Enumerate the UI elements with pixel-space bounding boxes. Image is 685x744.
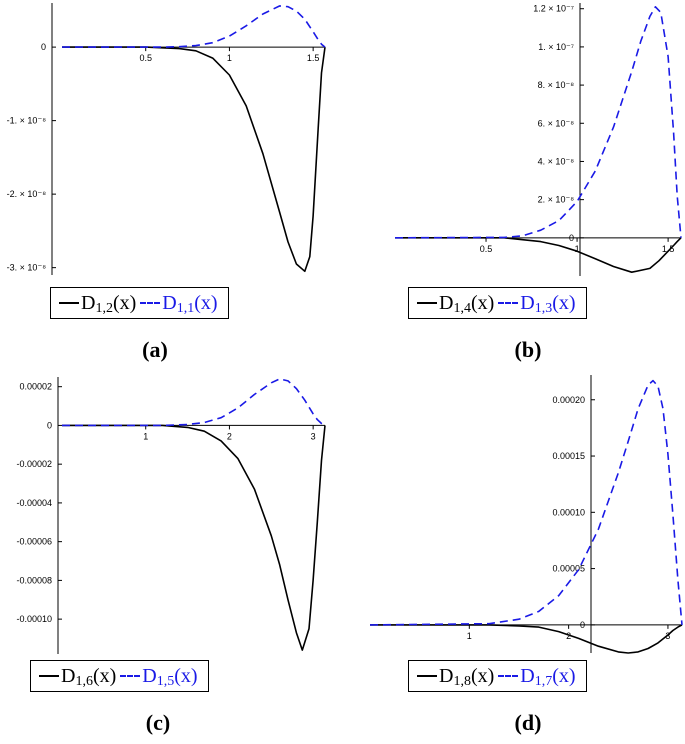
x-tick-label: 2 [227, 431, 232, 441]
series-line-1-4 [395, 237, 682, 274]
y-tick-label: 0.00020 [552, 395, 585, 405]
y-tick-label: 0.00015 [552, 451, 585, 461]
x-tick-label: 1 [227, 53, 232, 63]
series-line-1-5 [62, 378, 326, 427]
y-tick-label: 0.00010 [552, 507, 585, 517]
series-line-1-2 [62, 46, 326, 273]
legend-dashed-swatch [498, 675, 519, 677]
chart-panel-c: 1 2 3 0.00002 0 -0.00002 -0.00004 -0.00006 -0.00… [0, 372, 340, 744]
x-tick-label: 3 [311, 431, 316, 441]
series-line-1-7 [369, 379, 683, 626]
legend-b-label-0-base: D [439, 291, 454, 314]
legend-d-label-1-base: D [520, 664, 535, 687]
x-tick-label: 1.5 [307, 53, 320, 63]
y-tick-label: -0.00010 [16, 614, 52, 624]
legend-c-label-0-base: D [61, 664, 76, 687]
x-tick-label: 1.5 [662, 244, 675, 254]
y-tick-label: 0 [569, 233, 574, 243]
caption-c: (c) [145, 710, 171, 735]
legend-b: D 1,4 (x) D 1,3 (x) [408, 287, 587, 319]
legend-a-label-0-sub: 1,2 [95, 301, 113, 316]
legend-b-item-1: D 1,3 (x) [498, 291, 576, 316]
chart-panel-a: 0.5 1 1.5 0 -1. × 10⁻⁸ -2. × 10⁻⁸ -3. × 10⁻⁸ D… [0, 0, 340, 372]
x-tick-label: 1 [143, 431, 148, 441]
y-tick-label: -0.00006 [16, 537, 52, 547]
series-line-1-6 [62, 424, 326, 651]
legend-dashed-swatch [498, 302, 519, 304]
legend-d-label-1-arg: (x) [552, 664, 576, 687]
legend-c: D 1,6 (x) D 1,5 (x) [30, 660, 209, 692]
legend-solid-swatch [417, 302, 437, 304]
legend-b-label-1-sub: 1,3 [534, 301, 553, 316]
legend-c-label-1-sub: 1,5 [156, 674, 175, 689]
legend-b-label-1-arg: (x) [552, 291, 576, 314]
y-tick-label: 4. × 10⁻⁸ [538, 156, 575, 166]
chart-a-svg: 0.5 1 1.5 0 -1. × 10⁻⁸ -2. × 10⁻⁸ -3. × 10⁻⁸ [7, 3, 326, 275]
legend-a-item-0: D 1,2 (x) [59, 291, 137, 316]
x-tick-label: 1 [575, 244, 580, 254]
legend-d-item-1: D 1,7 (x) [498, 664, 576, 689]
y-tick-label: 0.00005 [552, 564, 585, 574]
legend-a-label-0-arg: (x) [112, 291, 137, 314]
legend-a-item-1: D 1,1 (x) [140, 291, 218, 316]
y-tick-label: 0 [47, 420, 52, 430]
legend-b-label-0-arg: (x) [470, 291, 495, 314]
series-line-1-8 [370, 624, 683, 654]
legend-d-label-0-base: D [439, 664, 454, 687]
x-tick-label: 0.5 [139, 53, 152, 63]
legend-dashed-swatch [120, 675, 141, 677]
legend-c-item-1: D 1,5 (x) [120, 664, 198, 689]
legend-c-label-0-arg: (x) [92, 664, 117, 687]
legend-a-label-1-arg: (x) [194, 291, 218, 314]
legend-b-label-1-base: D [520, 291, 535, 314]
chart-b-svg: 0.5 1 1.5 0 2. × 10⁻⁸ 4. × 10⁻⁸ 6. × 10⁻⁸ 8. × … [394, 3, 682, 276]
y-tick-label: 1.2 × 10⁻⁷ [533, 4, 574, 14]
legend-dashed-swatch [140, 302, 161, 304]
y-tick-label: 0.00002 [19, 382, 52, 392]
legend-solid-swatch [417, 675, 437, 677]
y-tick-label: 6. × 10⁻⁸ [538, 118, 575, 128]
y-tick-label: 8. × 10⁻⁸ [538, 80, 575, 90]
legend-d-item-0: D 1,8 (x) [417, 664, 495, 689]
legend-a-label-1-sub: 1,1 [176, 301, 195, 316]
x-tick-label: 0.5 [480, 244, 493, 254]
legend-d-label-0-arg: (x) [470, 664, 495, 687]
caption-a: (a) [142, 337, 168, 362]
y-tick-label: 0 [41, 42, 46, 52]
legend-d-label-1-sub: 1,7 [534, 674, 553, 689]
y-tick-label: 1. × 10⁻⁷ [538, 42, 574, 52]
legend-c-label-0-sub: 1,6 [75, 674, 93, 689]
y-tick-label: -0.00008 [16, 575, 52, 585]
legend-a-label-1-base: D [162, 291, 177, 314]
y-tick-label: -1. × 10⁻⁸ [7, 116, 47, 126]
legend-d-label-0-sub: 1,8 [453, 674, 471, 689]
legend-c-label-1-base: D [142, 664, 157, 687]
series-line-1-1 [62, 5, 326, 48]
series-line-1-3 [394, 6, 682, 239]
legend-a-label-0-base: D [81, 291, 96, 314]
y-tick-label: -3. × 10⁻⁸ [7, 263, 47, 273]
legend-b-label-0-sub: 1,4 [453, 301, 471, 316]
caption-d: (d) [514, 710, 542, 735]
y-tick-label: -0.00002 [16, 459, 52, 469]
legend-d: D 1,8 (x) D 1,7 (x) [408, 660, 587, 692]
chart-panel-d: 1 2 3 0 0.00005 0.00010 0.00015 0.00020 D 1,8 (x)… [340, 372, 685, 744]
y-tick-label: -2. × 10⁻⁸ [7, 189, 47, 199]
x-tick-label: 1 [467, 631, 472, 641]
y-tick-label: 2. × 10⁻⁸ [538, 195, 575, 205]
chart-panel-b: 0.5 1 1.5 0 2. × 10⁻⁸ 4. × 10⁻⁸ 6. × 10⁻⁸ 8. × … [340, 0, 685, 372]
y-tick-label: 0 [580, 620, 585, 630]
chart-c-svg: 1 2 3 0.00002 0 -0.00002 -0.00004 -0.00006 -0.00… [16, 377, 326, 654]
legend-c-label-1-arg: (x) [174, 664, 198, 687]
x-tick-label: 2 [566, 631, 571, 641]
legend-c-item-0: D 1,6 (x) [39, 664, 117, 689]
legend-solid-swatch [59, 302, 79, 304]
caption-b: (b) [514, 337, 542, 362]
legend-a: D 1,2 (x) D 1,1 (x) [50, 287, 229, 319]
legend-b-item-0: D 1,4 (x) [417, 291, 495, 316]
y-tick-label: -0.00004 [16, 498, 52, 508]
legend-solid-swatch [39, 675, 59, 677]
